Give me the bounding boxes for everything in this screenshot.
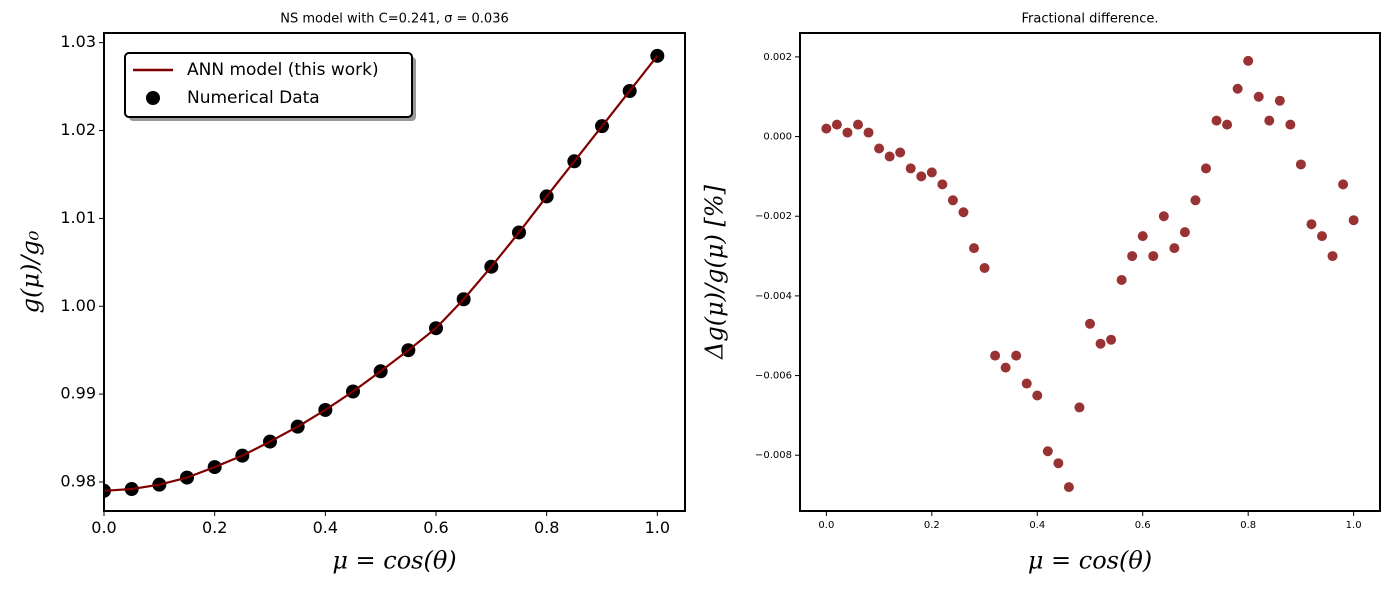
data-point [979, 263, 990, 274]
y-tick-label: 1.00 [60, 296, 96, 315]
y-tick-label: 0.98 [60, 472, 96, 491]
data-point [1222, 119, 1233, 130]
data-point [1000, 362, 1011, 373]
y-tick-label: −0.002 [755, 211, 792, 222]
data-point [969, 243, 979, 254]
y-axis-label: g(μ)/g₀ [17, 230, 45, 313]
y-tick-label: 1.01 [60, 208, 96, 227]
x-tick-label: 0.6 [423, 518, 448, 537]
data-point [842, 127, 853, 138]
data-point [1243, 55, 1254, 66]
chart-title: Fractional difference. [1022, 12, 1159, 27]
data-point [1158, 211, 1169, 222]
data-point [1295, 159, 1306, 170]
data-point [831, 119, 842, 130]
data-point [1169, 243, 1180, 254]
data-point [1011, 350, 1022, 361]
data-point [1190, 195, 1201, 206]
data-point [990, 350, 1001, 361]
x-tick-label: 0.2 [202, 518, 227, 537]
data-point [874, 143, 885, 154]
y-tick-label: −0.008 [755, 450, 792, 461]
chart-title: NS model with C=0.241, σ = 0.036 [280, 12, 509, 27]
y-tick-label: −0.006 [755, 371, 792, 382]
data-point [1106, 334, 1117, 345]
data-point [1021, 378, 1032, 389]
x-tick-label: 1.0 [1346, 520, 1362, 531]
data-point [1063, 482, 1074, 493]
data-point [853, 119, 863, 130]
axes-frame [103, 32, 686, 512]
x-axis-label: μ = cos(θ) [332, 547, 456, 575]
series-line [104, 55, 659, 492]
data-point [1232, 83, 1243, 94]
data-point [1074, 402, 1085, 413]
plot-area [821, 55, 1359, 493]
legend-label: Numerical Data [187, 88, 320, 108]
data-point [1116, 274, 1127, 285]
data-point [895, 147, 906, 158]
data-point [1148, 251, 1159, 262]
x-tick-label: 0.8 [1240, 520, 1256, 531]
data-point [1338, 179, 1349, 190]
data-point [926, 167, 937, 178]
data-point [1306, 219, 1317, 230]
x-tick-label: 0.4 [1029, 520, 1045, 531]
x-tick-label: 0.6 [1135, 520, 1151, 531]
data-point [1348, 215, 1359, 226]
axes-frame [799, 32, 1381, 512]
x-tick-label: 0.0 [91, 518, 116, 537]
x-tick-label: 0.0 [818, 520, 834, 531]
data-point [1137, 231, 1148, 242]
y-axis-label: Δg(μ)/g(μ) [%] [701, 184, 729, 360]
data-point [1127, 251, 1138, 262]
data-point [863, 127, 874, 138]
y-tick-label: 0.002 [763, 52, 792, 63]
data-point [1053, 458, 1064, 469]
data-point [1042, 446, 1053, 457]
data-point [1179, 227, 1190, 238]
data-point [1327, 251, 1338, 262]
y-tick-label: −0.004 [755, 291, 792, 302]
data-point [947, 195, 958, 206]
data-point [916, 171, 927, 182]
data-point [1253, 91, 1264, 102]
data-point [1285, 119, 1296, 130]
y-tick-label: 0.99 [60, 384, 96, 403]
x-tick-label: 1.0 [645, 518, 670, 537]
x-tick-label: 0.4 [313, 518, 338, 537]
data-point [821, 123, 832, 134]
legend-marker [146, 91, 160, 105]
data-point [1032, 390, 1043, 401]
x-tick-label: 0.8 [534, 518, 559, 537]
data-point [937, 179, 948, 190]
x-axis-label: μ = cos(θ) [1028, 547, 1152, 575]
data-point [958, 207, 969, 218]
legend [124, 52, 413, 118]
data-point [1264, 115, 1275, 126]
data-point [905, 163, 916, 174]
y-tick-label: 1.03 [60, 32, 96, 51]
x-tick-label: 0.2 [924, 520, 940, 531]
data-point [1274, 95, 1285, 106]
data-point [1211, 115, 1222, 126]
data-point [884, 151, 895, 162]
data-point [1317, 231, 1327, 242]
plot-area [104, 48, 665, 498]
data-point [1201, 163, 1211, 174]
data-point [1095, 338, 1106, 349]
y-tick-label: 0.000 [763, 132, 792, 143]
legend-label: ANN model (this work) [187, 60, 379, 80]
y-tick-label: 1.02 [60, 120, 96, 139]
data-point [1085, 318, 1095, 329]
